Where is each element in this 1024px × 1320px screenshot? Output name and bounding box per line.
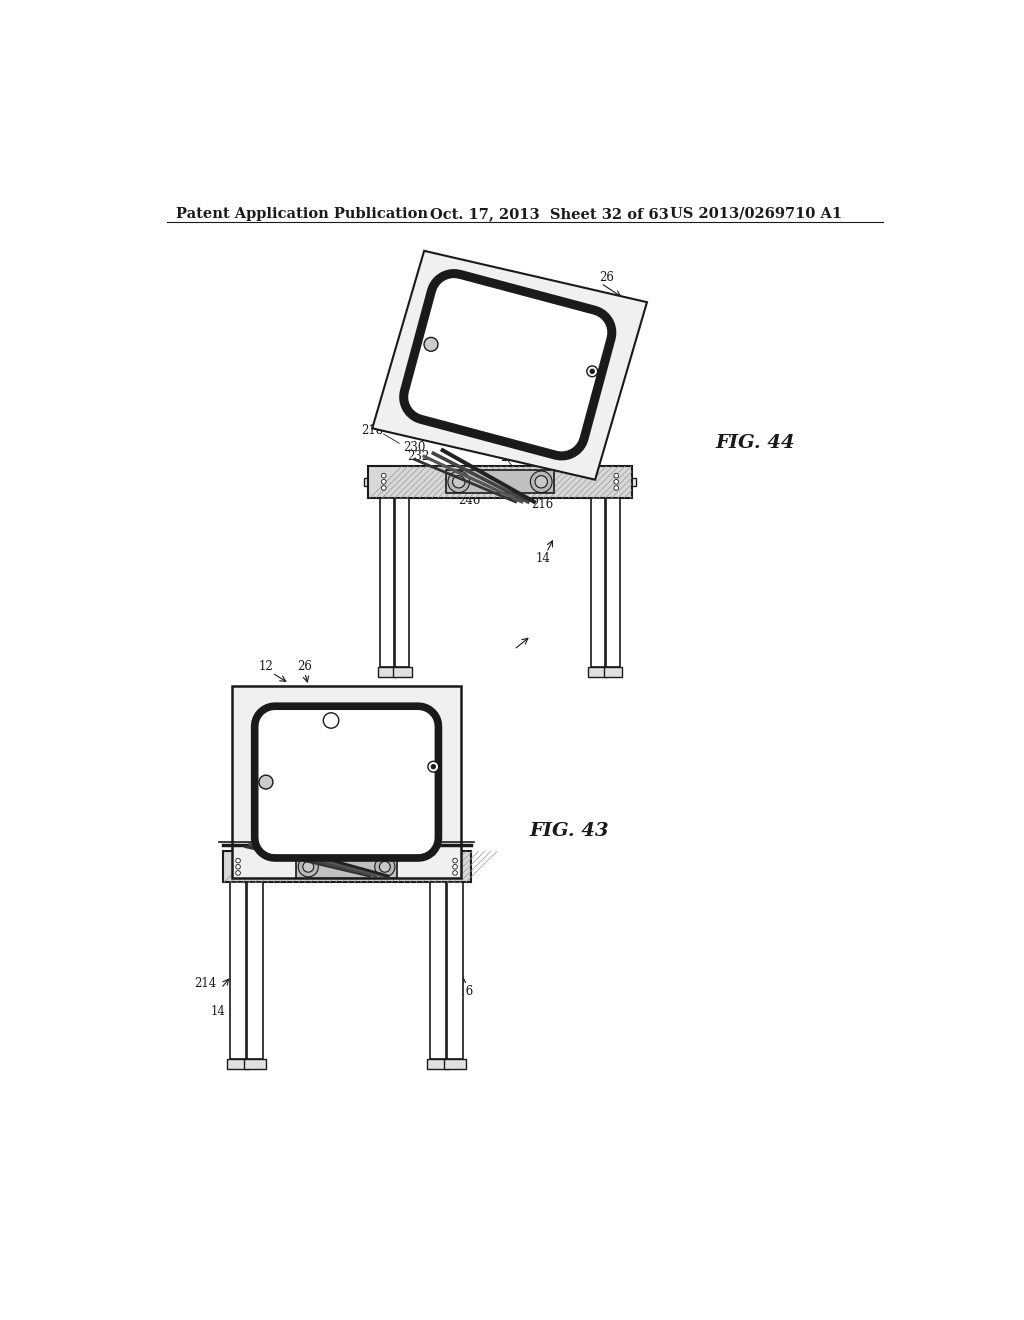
Text: 250: 250 [369,828,391,841]
Bar [365,478,636,486]
Text: 230: 230 [270,805,292,818]
Bar [606,498,621,668]
Polygon shape [408,277,608,453]
Circle shape [431,764,435,770]
Bar [393,668,412,677]
Circle shape [381,474,386,478]
Circle shape [381,486,386,490]
Text: 244: 244 [438,484,461,498]
Text: 220: 220 [417,789,439,803]
Polygon shape [369,466,632,498]
Polygon shape [272,723,421,841]
Text: 246: 246 [324,847,346,861]
Circle shape [453,475,465,488]
Circle shape [614,479,618,484]
Polygon shape [260,711,433,853]
Text: Oct. 17, 2013  Sheet 32 of 63: Oct. 17, 2013 Sheet 32 of 63 [430,207,669,220]
Text: 234: 234 [373,804,395,817]
Text: 216: 216 [531,499,554,511]
Circle shape [375,857,395,876]
Text: 250: 250 [504,471,526,484]
Text: Patent Application Publication: Patent Application Publication [176,207,428,220]
Circle shape [303,862,313,873]
Text: 26: 26 [297,660,312,673]
Text: 240: 240 [408,473,430,486]
Circle shape [380,862,390,873]
Text: 250: 250 [384,469,407,482]
Circle shape [447,471,470,492]
Circle shape [324,713,339,729]
Polygon shape [231,686,461,878]
Polygon shape [222,851,471,882]
Bar [380,498,394,668]
Text: 230: 230 [403,441,426,454]
Polygon shape [373,251,647,479]
Text: FIG. 43: FIG. 43 [529,821,609,840]
Bar [427,1059,449,1069]
Circle shape [236,865,241,869]
Text: 214: 214 [380,513,402,527]
Circle shape [424,338,438,351]
Circle shape [381,479,386,484]
Bar [248,882,263,1059]
Polygon shape [413,282,602,446]
Text: 12: 12 [421,305,436,317]
Circle shape [236,871,241,875]
Circle shape [259,775,273,789]
Text: 246: 246 [458,494,480,507]
Polygon shape [406,276,610,454]
Circle shape [590,370,595,374]
Bar [230,882,246,1059]
Bar [589,668,607,677]
Text: 14: 14 [211,1005,225,1018]
Text: 214: 214 [195,977,217,990]
Text: 232: 232 [407,450,429,463]
Bar [447,882,463,1059]
Text: 218: 218 [236,792,258,805]
Text: 219: 219 [520,487,542,500]
Bar [445,470,554,494]
Bar [296,857,397,878]
Text: 14: 14 [536,552,550,565]
Polygon shape [421,290,595,440]
Text: 217: 217 [429,781,451,795]
Bar [227,1059,249,1069]
Text: 234: 234 [501,450,523,463]
Text: 220: 220 [397,421,420,434]
Text: 240: 240 [278,833,300,846]
Text: 250: 250 [256,829,279,842]
Text: US 2013/0269710 A1: US 2013/0269710 A1 [671,207,843,220]
Polygon shape [266,718,427,847]
Text: 218: 218 [361,424,383,437]
Text: 217: 217 [564,418,587,432]
Bar [395,498,410,668]
Text: 26: 26 [599,271,614,284]
Text: 216: 216 [452,985,474,998]
Bar [245,1059,266,1069]
Circle shape [453,865,458,869]
Bar [604,668,623,677]
Text: FIG. 44: FIG. 44 [716,434,795,453]
Polygon shape [258,709,435,855]
Circle shape [530,471,552,492]
Text: 220: 220 [553,428,574,441]
Text: 244: 244 [308,840,331,853]
Circle shape [428,762,438,772]
Bar [444,1059,466,1069]
Circle shape [453,871,458,875]
Circle shape [236,858,241,863]
Circle shape [587,366,598,376]
Circle shape [453,858,458,863]
Text: 220: 220 [269,788,291,801]
Circle shape [614,486,618,490]
Bar [378,668,396,677]
Bar [591,498,604,668]
Text: 232: 232 [275,813,298,825]
Circle shape [298,857,318,876]
Circle shape [614,474,618,478]
Circle shape [535,475,548,488]
Text: 12: 12 [259,660,273,673]
Bar [430,882,445,1059]
